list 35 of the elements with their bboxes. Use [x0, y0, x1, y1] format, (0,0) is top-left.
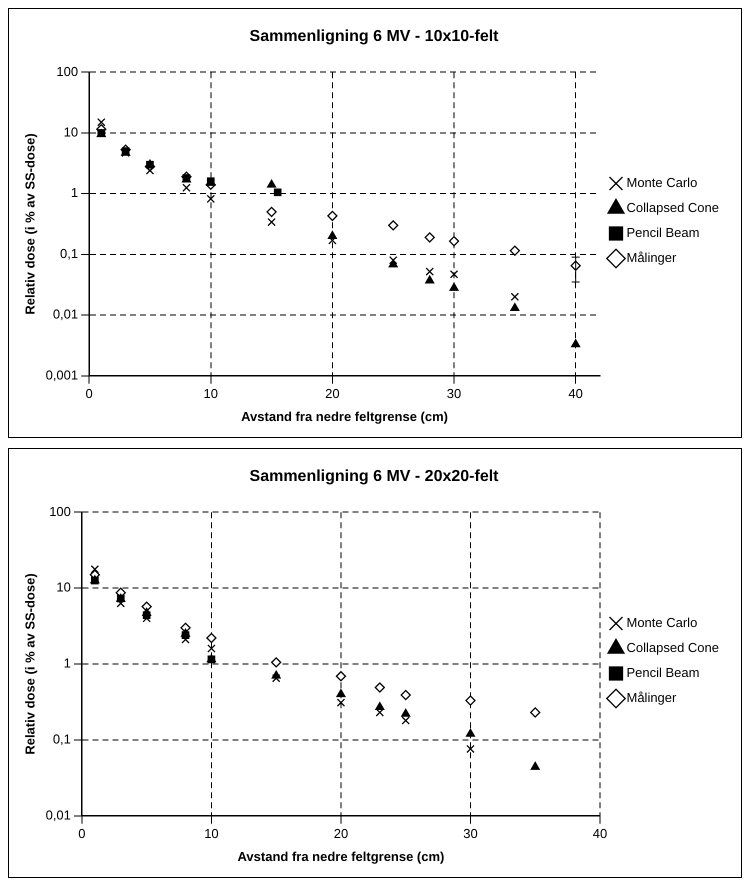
x-tick-label: 40 [592, 826, 608, 842]
y-tick-label: 1 [70, 185, 78, 200]
x-axis-title: Avstand fra nedre feltgrense (cm) [238, 848, 444, 864]
y-axis-title: Relativ dose (i % av SS-dose) [22, 573, 38, 755]
x-tick-label: 30 [463, 826, 478, 842]
y-tick-label: 0,1 [52, 731, 71, 746]
y-tick-label: 0,001 [46, 367, 78, 382]
x-tick-label: 10 [204, 386, 218, 402]
x-tick-label: 20 [334, 826, 348, 842]
legend-label: Monte Carlo [626, 175, 698, 190]
y-tick-label: 0,01 [46, 807, 71, 822]
x-tick-label: 20 [325, 386, 340, 402]
x-tick-label: 0 [78, 826, 86, 842]
y-tick-label: 100 [56, 64, 78, 79]
x-tick-label: 30 [446, 386, 462, 402]
legend-label: Målinger [626, 250, 678, 266]
legend-label: Målinger [626, 690, 678, 706]
y-tick-label: 1 [64, 656, 71, 671]
legend-label: Collapsed Cone [626, 200, 720, 216]
y-tick-label: 0,01 [52, 306, 78, 322]
legend-label: Pencil Beam [626, 665, 700, 680]
x-tick-label: 10 [204, 826, 219, 842]
chart-title: Sammenligning 6 MV - 20x20-felt [250, 468, 500, 486]
legend-label: Pencil Beam [626, 225, 700, 240]
legend-label: Monte Carlo [626, 615, 698, 630]
y-tick-label: 100 [49, 504, 71, 519]
y-tick-label: 10 [64, 124, 78, 140]
legend-label: Collapsed Cone [626, 640, 720, 656]
y-axis-title: Relativ dose (i % av SS-dose) [22, 133, 38, 315]
y-tick-label: 10 [56, 580, 71, 595]
chart-title: Sammenligning 6 MV - 10x10-felt [250, 28, 500, 46]
x-tick-label: 40 [568, 386, 583, 402]
x-tick-label: 0 [86, 386, 93, 402]
y-tick-label: 0,1 [60, 246, 78, 261]
x-axis-title: Avstand fra nedre feltgrense (cm) [241, 408, 448, 424]
